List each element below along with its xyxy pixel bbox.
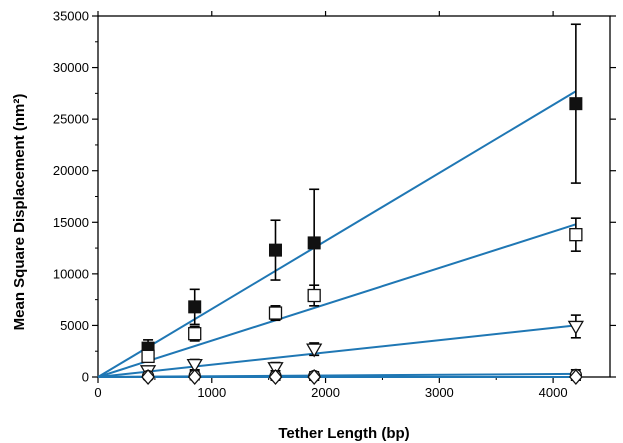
marker-open-diamond [187,369,202,385]
y-tick-label: 0 [82,370,89,385]
right-axis-ticks [610,15,616,378]
marker-open-triangle [567,320,584,335]
x-tick-label: 1000 [197,385,226,400]
y-tick-label: 30000 [53,60,89,75]
x-axis-ticks: 0 1000 2000 3000 4000 [94,11,568,400]
y-tick-label: 35000 [53,9,89,24]
marker-filled-square [307,236,321,250]
y-tick-label: 10000 [53,266,89,281]
x-tick-label: 0 [94,385,101,400]
y-tick-label: 15000 [53,215,89,230]
x-tick-label: 2000 [311,385,340,400]
x-tick-label: 4000 [539,385,568,400]
marker-open-square [141,349,155,364]
marker-filled-square [268,243,282,257]
error-bars [143,23,581,381]
fit-line [97,324,576,378]
data-markers [139,97,584,385]
fit-line [97,90,577,378]
marker-open-diamond [307,369,322,385]
marker-filled-square [188,300,202,314]
marker-open-triangle [186,358,203,373]
marker-open-square [268,306,283,320]
x-tick-label: 3000 [425,385,454,400]
marker-open-diamond [268,369,283,385]
marker-open-triangle [267,362,284,377]
x-axis-label: Tether Length (bp) [278,425,409,442]
marker-open-triangle [306,343,323,358]
y-tick-label: 5000 [60,318,89,333]
y-axis-label: Mean Square Displacement (nm²) [11,94,28,331]
marker-open-square [307,288,321,303]
marker-open-diamond [141,369,155,385]
marker-open-diamond [569,369,583,385]
y-tick-label: 25000 [53,112,89,127]
plot-border [97,15,611,378]
y-axis-ticks: 0 5000 10000 15000 20000 25000 30000 35000 [53,9,98,385]
marker-filled-square [569,97,583,111]
fit-line [97,223,577,378]
y-tick-label: 20000 [53,163,89,178]
marker-open-square [569,228,583,242]
plot-frame [97,15,611,378]
fit-lines [97,90,577,378]
marker-open-square [188,327,202,341]
